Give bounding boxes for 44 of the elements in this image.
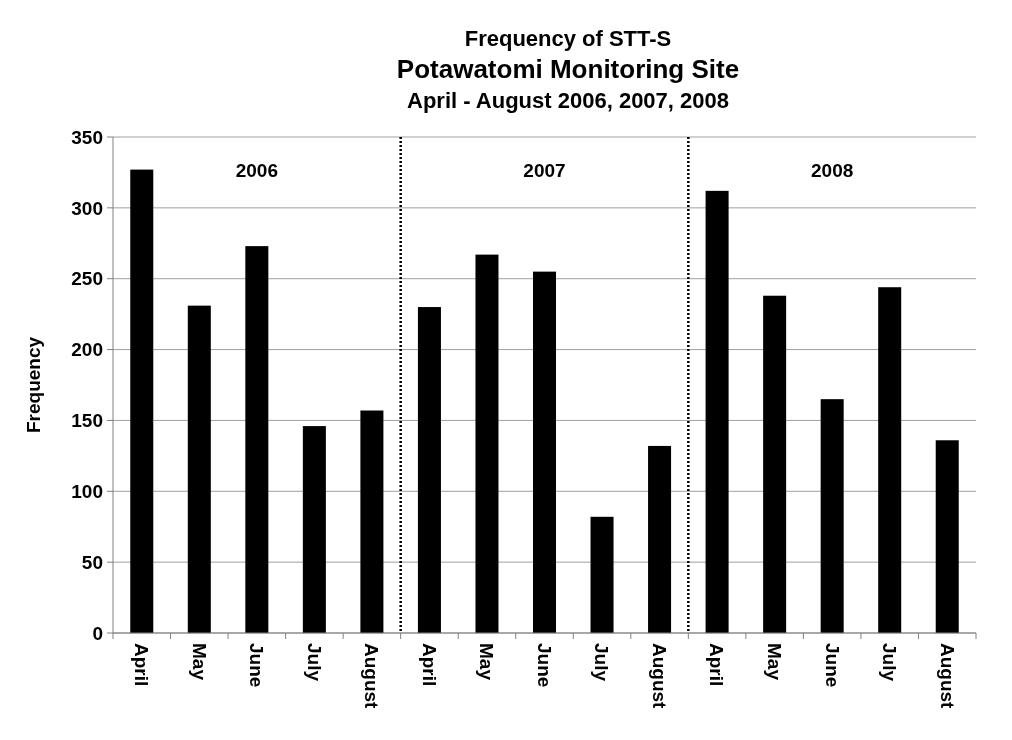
bar: [532, 271, 557, 633]
annotation: 2007: [523, 160, 566, 181]
x-tick-label: July: [591, 643, 613, 682]
bar: [878, 287, 902, 633]
x-tick-label: May: [476, 643, 498, 681]
x-tick-label: April: [131, 643, 153, 687]
x-tick-label: May: [763, 643, 785, 681]
y-axis-title: Frequency: [23, 336, 44, 434]
bar: [417, 307, 441, 633]
y-tick-label: 0: [92, 622, 103, 644]
bar: [360, 410, 384, 633]
y-tick-label: 250: [71, 268, 103, 290]
x-tick-label: August: [361, 643, 383, 710]
y-tick-label: 50: [81, 551, 103, 573]
y-tick-label: 100: [71, 480, 103, 502]
bar: [187, 305, 211, 633]
x-tick-label: August: [648, 643, 670, 710]
bar: [302, 426, 326, 633]
y-tick-label: 150: [71, 410, 103, 432]
y-tick-label: 300: [71, 197, 103, 219]
x-tick-label: August: [936, 643, 958, 710]
annotation: 2008: [811, 160, 854, 181]
bar: [648, 445, 672, 633]
x-tick-label: July: [879, 643, 901, 682]
annotation: 2006: [235, 160, 278, 181]
chart-subtitle: Potawatomi Monitoring Site April - August 2006, 2007, 2008: [396, 54, 740, 113]
bar: [590, 516, 614, 633]
bar: [475, 254, 499, 633]
x-tick-label: April: [418, 643, 440, 687]
bar: [245, 246, 269, 633]
x-tick-label: June: [246, 643, 268, 688]
bar: [763, 295, 787, 633]
x-tick-label: June: [533, 643, 555, 688]
x-tick-label: May: [188, 643, 210, 681]
y-tick-label: 200: [71, 339, 103, 361]
bar: [130, 169, 154, 633]
chart-title: Frequency of STT-S: [464, 26, 672, 51]
bar: [705, 190, 729, 633]
bar: [820, 399, 844, 633]
x-tick-label: April: [706, 643, 728, 687]
x-tick-label: July: [303, 643, 325, 682]
x-tick-label: June: [821, 643, 843, 688]
y-tick-label: 350: [71, 126, 103, 148]
bar: [935, 440, 959, 633]
